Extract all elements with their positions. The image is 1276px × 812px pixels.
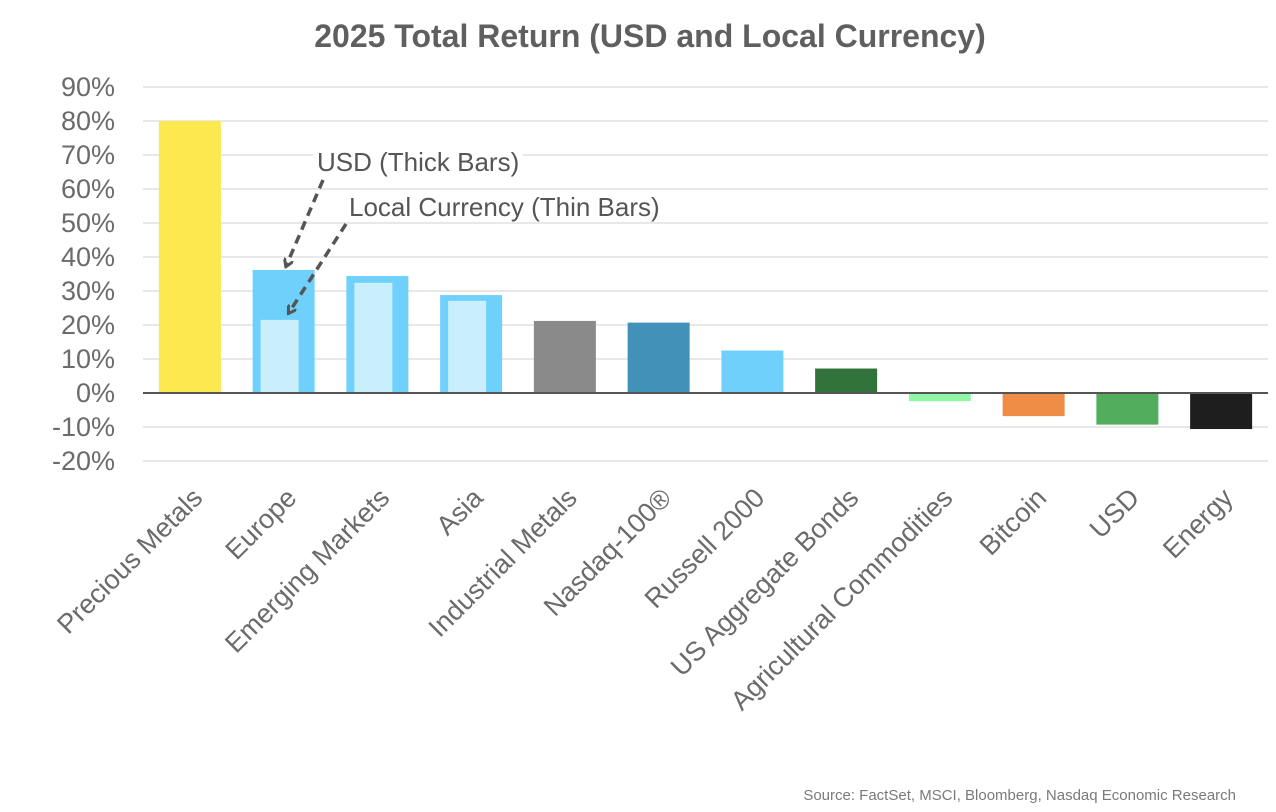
annotation-arrows (287, 179, 348, 311)
annotation-usd-thick-bars: USD (Thick Bars) (313, 148, 524, 177)
bar-usd (627, 322, 690, 393)
y-tick-label: 0% (75, 378, 115, 408)
y-tick-label: -10% (51, 412, 115, 442)
y-tick-label: 90% (60, 72, 115, 102)
bar-local-currency (448, 300, 487, 393)
y-tick-label: 60% (60, 174, 115, 204)
y-tick-label: 10% (60, 344, 115, 374)
bar-usd (908, 393, 971, 402)
bar-usd (1002, 393, 1065, 417)
gridlines (143, 86, 1268, 462)
bar-usd (1190, 393, 1253, 430)
y-tick-label: 30% (60, 276, 115, 306)
bar-usd (721, 350, 784, 393)
chart-title: 2025 Total Return (USD and Local Currenc… (314, 18, 986, 54)
usd-arrow (287, 179, 325, 264)
y-tick-label: 80% (60, 106, 115, 136)
bar-usd (533, 320, 596, 393)
annotation-local-thin-bars: Local Currency (Thin Bars) (345, 193, 664, 222)
y-tick-label: 40% (60, 242, 115, 272)
y-tick-label: 50% (60, 208, 115, 238)
bar-usd (1096, 393, 1159, 425)
bars (158, 121, 1253, 430)
y-tick-label: 70% (60, 140, 115, 170)
bar-usd (158, 121, 221, 393)
y-tick-label: -20% (51, 446, 115, 476)
source-note: Source: FactSet, MSCI, Bloomberg, Nasdaq… (803, 787, 1236, 804)
bar-usd (815, 368, 878, 393)
y-tick-label: 20% (60, 310, 115, 340)
bar-local-currency (260, 319, 299, 393)
local-arrow (290, 223, 348, 311)
bar-local-currency (354, 282, 393, 393)
